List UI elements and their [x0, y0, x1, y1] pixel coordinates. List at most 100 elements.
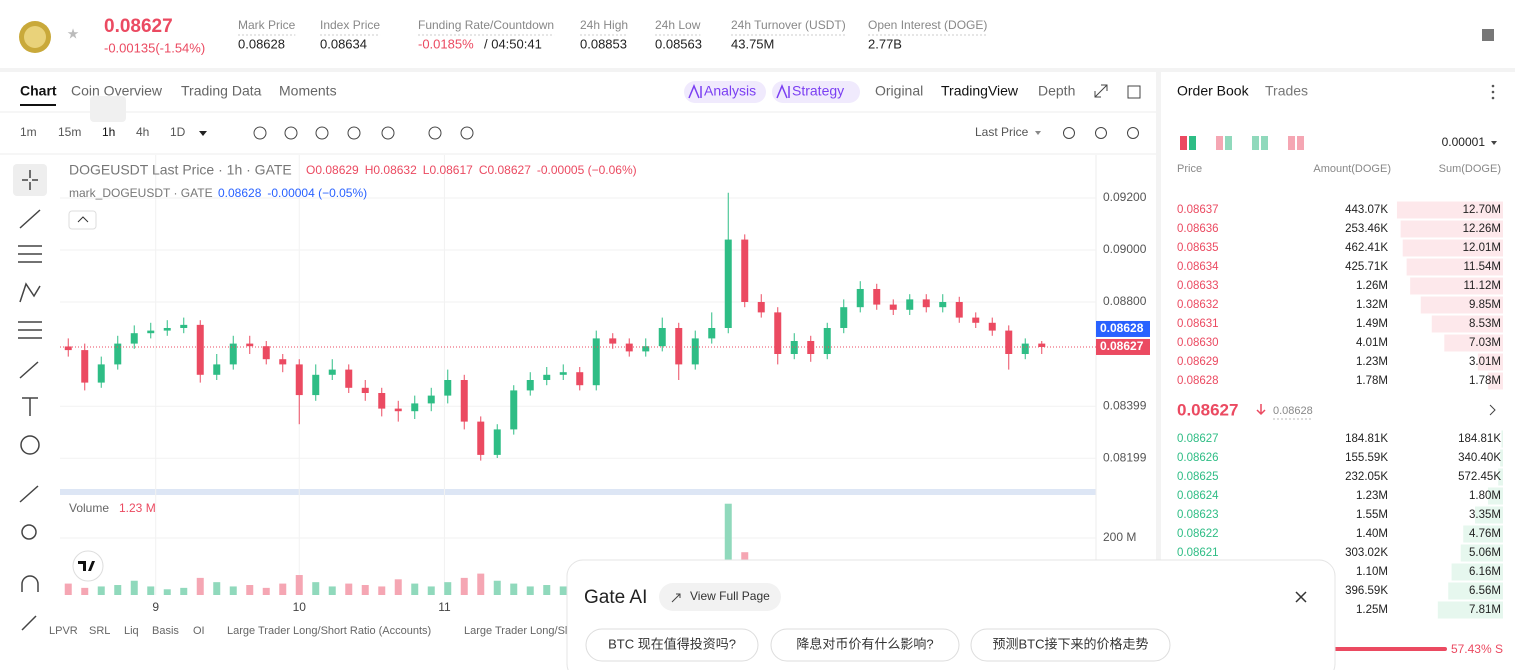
- candle-body: [378, 393, 386, 409]
- layout-icon[interactable]: [1225, 136, 1232, 150]
- window-icon[interactable]: [1127, 85, 1141, 99]
- suggestion-pill[interactable]: [970, 628, 1171, 662]
- toolbar-icon[interactable]: [284, 126, 298, 140]
- chevron[interactable]: [1489, 404, 1496, 416]
- price-type[interactable]: Last Price: [975, 125, 1029, 139]
- left-toolbar: [18, 170, 42, 631]
- tool-selected[interactable]: [13, 164, 47, 196]
- indicator-tab[interactable]: Liq: [124, 625, 139, 637]
- chart-tab[interactable]: Moments: [279, 83, 337, 99]
- suggestion-pill[interactable]: [585, 628, 759, 662]
- y-tick-label: 0.08199: [1103, 450, 1147, 464]
- ob-tab[interactable]: Order Book: [1177, 83, 1250, 99]
- candle-body: [807, 340, 815, 354]
- close-icon[interactable]: [1295, 591, 1307, 603]
- layout-icon[interactable]: [1180, 136, 1187, 150]
- ob-tab[interactable]: Trades: [1265, 83, 1308, 99]
- toolbar-icon[interactable]: [253, 126, 267, 140]
- tab-underline: [20, 104, 56, 106]
- precision[interactable]: 0.00001: [1442, 135, 1486, 149]
- ob-sum: 7.81M: [1469, 604, 1501, 616]
- indicator-tab[interactable]: SRL: [89, 625, 110, 637]
- view-tab[interactable]: Original: [875, 83, 923, 99]
- chart-tab[interactable]: Coin Overview: [71, 83, 163, 99]
- suggestion-text[interactable]: 预测BTC接下来的价格走势: [992, 636, 1148, 651]
- toolbar-icon[interactable]: [1127, 127, 1139, 139]
- tool-hlines[interactable]: [18, 245, 42, 263]
- ob-amount: 462.41K: [1345, 242, 1388, 254]
- stat-value: -0.0185%: [418, 36, 474, 51]
- view-full-button[interactable]: [659, 583, 781, 611]
- candle-body: [180, 324, 188, 328]
- candle-body: [939, 301, 947, 308]
- view-tab[interactable]: Depth: [1038, 83, 1075, 99]
- interval[interactable]: 1m: [20, 125, 37, 139]
- indicator-tab[interactable]: Basis: [152, 625, 179, 637]
- toolbar-icon[interactable]: [1063, 127, 1075, 139]
- tool-fib[interactable]: [18, 321, 42, 339]
- layout-icon[interactable]: [1189, 136, 1196, 150]
- chart-tab[interactable]: Trading Data: [181, 83, 262, 99]
- toolbar-icon[interactable]: [460, 126, 474, 140]
- stat-label: 24h Turnover (USDT): [731, 18, 846, 32]
- candle-body: [658, 327, 666, 347]
- chart-tab[interactable]: Chart: [20, 83, 57, 99]
- interval[interactable]: 1D: [170, 125, 186, 139]
- stat-label: Mark Price: [238, 18, 296, 32]
- ai-tab[interactable]: Analysis: [704, 83, 756, 99]
- suggestion-pill[interactable]: [770, 628, 960, 662]
- candle-body: [345, 369, 353, 388]
- fullscreen-icon[interactable]: [1094, 84, 1108, 98]
- tool-line[interactable]: [19, 209, 41, 229]
- layout-icon[interactable]: [1288, 136, 1295, 150]
- toolbar-icon[interactable]: [428, 126, 442, 140]
- header-icon[interactable]: [1482, 29, 1494, 41]
- view-tab[interactable]: TradingView: [941, 83, 1019, 99]
- layout-icon[interactable]: [1261, 136, 1268, 150]
- more-dot[interactable]: [1491, 84, 1495, 88]
- tool-pattern[interactable]: [19, 282, 41, 303]
- tool-ruler[interactable]: [19, 485, 39, 503]
- ai-tab[interactable]: Strategy: [792, 83, 844, 99]
- suggestion-text[interactable]: 降息对币价有什么影响?: [796, 636, 933, 651]
- volume-value: 1.23 M: [119, 501, 156, 515]
- collapse-button[interactable]: [68, 210, 97, 230]
- legend-ohlc: O0.08629: [306, 163, 359, 177]
- ai-tab-bg[interactable]: [772, 81, 860, 103]
- ai-tab-bg[interactable]: [684, 81, 766, 103]
- toolbar-icon[interactable]: [381, 126, 395, 140]
- y-tick-label: 0.08399: [1103, 398, 1147, 412]
- tool-magnet[interactable]: [21, 575, 39, 592]
- toolbar-icon[interactable]: [1095, 127, 1107, 139]
- favorite-star[interactable]: ★: [67, 26, 80, 42]
- toolbar-icon[interactable]: [315, 126, 329, 140]
- tool-emoji[interactable]: [20, 435, 40, 455]
- more-dot[interactable]: [1491, 90, 1495, 94]
- volume-bar: [559, 586, 567, 595]
- stat-label: 24h Low: [655, 18, 701, 32]
- tool-zoom[interactable]: [21, 524, 37, 540]
- ai-icon: [776, 84, 790, 99]
- indicator-tab[interactable]: Large Trader Long/Short Ratio (Accounts): [227, 625, 431, 637]
- indicator-tab[interactable]: LPVR: [49, 625, 78, 637]
- depth-bar: [1501, 430, 1503, 448]
- interval[interactable]: 4h: [136, 125, 149, 139]
- suggestion-text[interactable]: BTC 现在值得投资吗?: [608, 636, 736, 651]
- tool-brush[interactable]: [19, 361, 39, 379]
- indicator-tab[interactable]: OI: [193, 625, 205, 637]
- interval[interactable]: 15m: [58, 125, 81, 139]
- toolbar-icon[interactable]: [347, 126, 361, 140]
- tool-crosshair[interactable]: [22, 170, 38, 190]
- tool-text[interactable]: [22, 397, 38, 416]
- ob-amount: 1.26M: [1356, 280, 1388, 292]
- layout-icon[interactable]: [1297, 136, 1304, 150]
- tool-edit[interactable]: [21, 615, 37, 631]
- indicator-tab[interactable]: Large Trader Long/Sh: [464, 625, 571, 637]
- interval[interactable]: 1h: [102, 125, 115, 139]
- layout-icon[interactable]: [1252, 136, 1259, 150]
- candle-body: [625, 343, 633, 352]
- layout-icon[interactable]: [1216, 136, 1223, 150]
- more-dot[interactable]: [1491, 96, 1495, 100]
- stat-label: Open Interest (DOGE): [868, 18, 987, 32]
- view-full-text[interactable]: View Full Page: [690, 589, 770, 603]
